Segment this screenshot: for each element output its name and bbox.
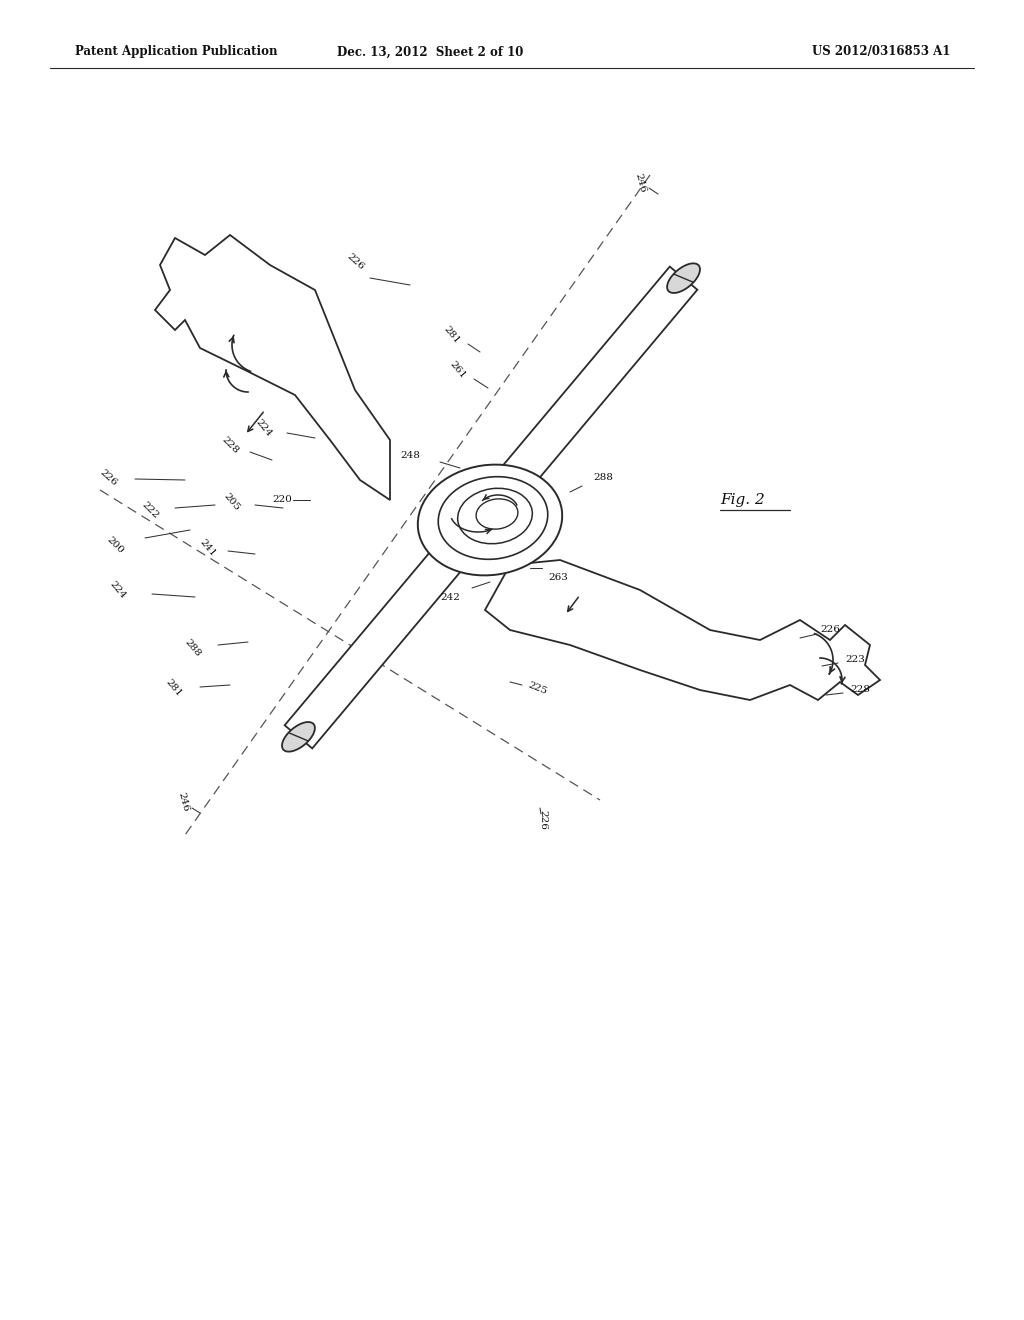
Text: 226: 226: [97, 469, 119, 488]
Text: 226: 226: [539, 810, 548, 830]
Text: 246: 246: [633, 172, 647, 194]
Ellipse shape: [438, 477, 548, 560]
Text: 228: 228: [220, 434, 241, 455]
Text: 281: 281: [442, 325, 462, 346]
Text: 241: 241: [199, 537, 218, 558]
Polygon shape: [285, 519, 485, 748]
Text: US 2012/0316853 A1: US 2012/0316853 A1: [812, 45, 950, 58]
Text: Dec. 13, 2012  Sheet 2 of 10: Dec. 13, 2012 Sheet 2 of 10: [337, 45, 523, 58]
Text: 225: 225: [526, 680, 548, 696]
Ellipse shape: [418, 465, 562, 576]
Ellipse shape: [458, 488, 532, 544]
Text: 242: 242: [440, 594, 460, 602]
Text: 248: 248: [400, 450, 420, 459]
Text: 224: 224: [254, 417, 273, 438]
Text: 263: 263: [548, 573, 568, 582]
Ellipse shape: [476, 499, 518, 529]
Text: 220: 220: [272, 495, 292, 504]
Text: 222: 222: [140, 500, 160, 520]
Text: 246: 246: [176, 791, 189, 813]
Text: Patent Application Publication: Patent Application Publication: [75, 45, 278, 58]
Text: 228: 228: [850, 685, 870, 694]
Polygon shape: [485, 560, 880, 700]
Text: 223: 223: [845, 656, 865, 664]
Text: Fig. 2: Fig. 2: [720, 492, 765, 507]
Text: 205: 205: [222, 491, 242, 512]
Text: 261: 261: [449, 359, 468, 380]
Text: 226: 226: [820, 626, 840, 635]
Polygon shape: [497, 267, 697, 496]
Text: 200: 200: [104, 535, 125, 556]
Text: 288: 288: [593, 474, 613, 483]
Polygon shape: [155, 235, 390, 500]
Text: 281: 281: [164, 677, 184, 698]
Ellipse shape: [667, 264, 700, 293]
Text: 244: 244: [512, 528, 531, 536]
Text: 288: 288: [183, 638, 203, 659]
Text: 226: 226: [345, 252, 366, 272]
Text: 224: 224: [109, 579, 128, 601]
Ellipse shape: [282, 722, 315, 751]
